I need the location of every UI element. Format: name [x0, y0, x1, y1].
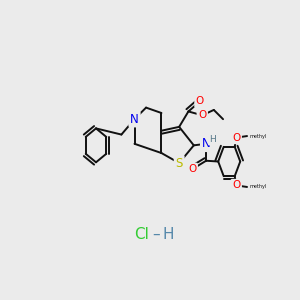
Text: S: S	[176, 157, 183, 169]
Text: O: O	[188, 164, 196, 174]
Text: methyl: methyl	[249, 184, 267, 190]
Text: H: H	[209, 136, 216, 145]
Text: methyl: methyl	[249, 134, 267, 139]
Text: O: O	[232, 133, 240, 142]
Text: Cl: Cl	[134, 227, 149, 242]
Text: O: O	[232, 180, 240, 190]
Text: O: O	[198, 110, 206, 120]
Text: –: –	[152, 227, 160, 242]
Text: O: O	[196, 96, 204, 106]
Text: N: N	[202, 137, 211, 150]
Text: H: H	[163, 227, 175, 242]
Text: N: N	[130, 113, 139, 126]
